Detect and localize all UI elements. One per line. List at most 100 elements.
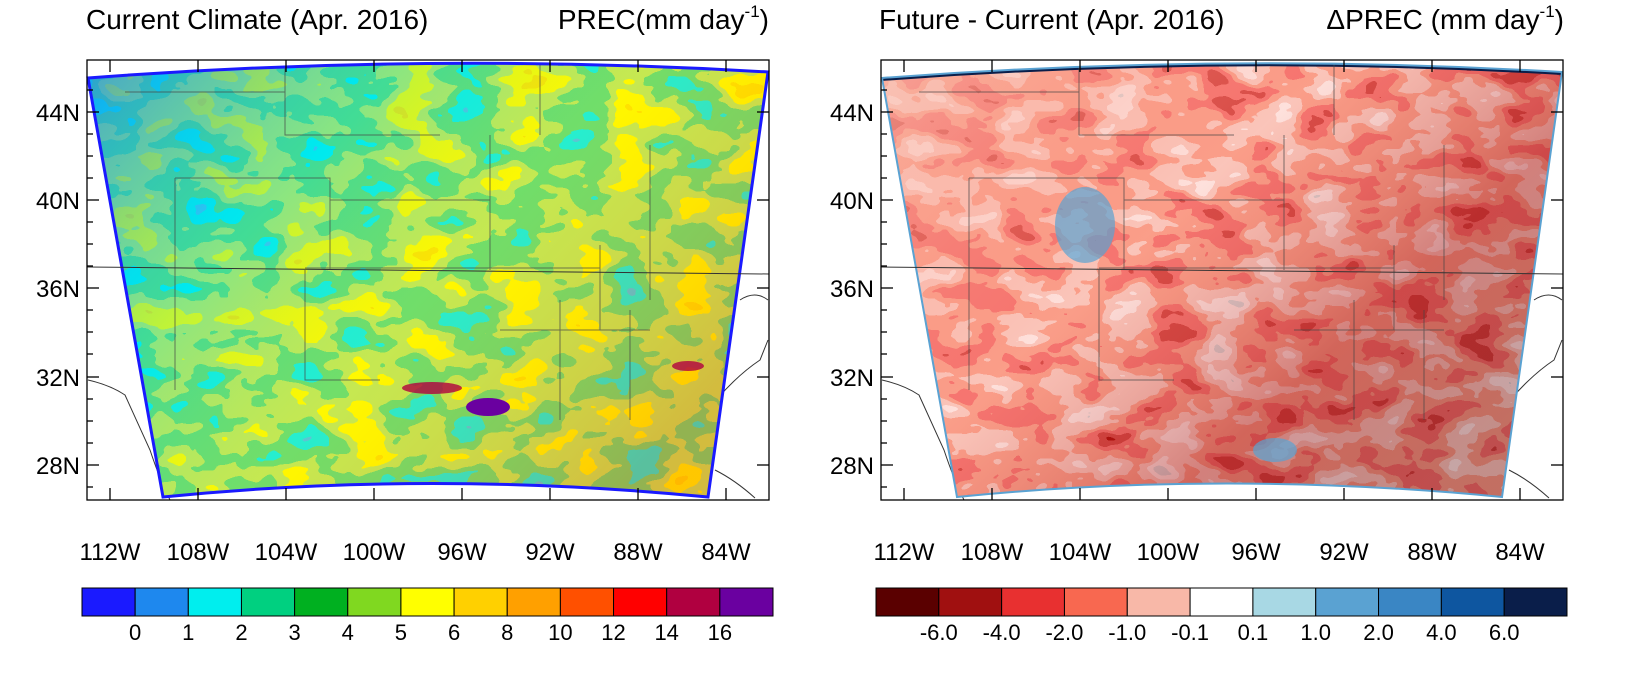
left-heavy-rain-band — [402, 382, 462, 394]
right-colorbar-box — [1440, 587, 1505, 617]
lat-label: 36N — [36, 276, 80, 303]
left-colorbar-box — [294, 587, 349, 617]
left-colorbar-box — [666, 587, 721, 617]
right-colorbar-label: -6.0 — [920, 620, 958, 645]
right-domain-outline — [880, 62, 1564, 499]
right-variable-title: ΔPREC (mm day-1) — [1326, 2, 1564, 35]
lat-label: 44N — [830, 100, 874, 127]
right-lat-line — [880, 266, 1564, 275]
left-colorbar-label: 16 — [708, 620, 732, 645]
panel-future-minus-current: Future - Current (Apr. 2016) ΔPREC (mm d… — [830, 2, 1568, 645]
left-colorbar-label: 12 — [601, 620, 625, 645]
left-colorbar-box — [400, 587, 455, 617]
left-colorbar: 0 1 2 3 4 5 6 8 10 12 14 16 — [81, 587, 774, 645]
right-colorbar-box — [938, 587, 1003, 617]
left-variable-title: PREC(mm day-1) — [558, 2, 769, 35]
left-colorbar-label: 5 — [395, 620, 407, 645]
lat-label: 44N — [36, 100, 80, 127]
right-colorbar-box — [875, 587, 940, 617]
lon-label: 92W — [1319, 539, 1369, 566]
right-colorbar-label: -0.1 — [1171, 620, 1209, 645]
left-domain-outline — [86, 61, 770, 499]
lat-label: 40N — [36, 188, 80, 215]
right-colorbar-box — [1378, 587, 1442, 617]
left-map — [86, 59, 770, 501]
lat-label: 28N — [830, 453, 874, 480]
lon-label: 108W — [961, 539, 1024, 566]
left-colorbar-box — [506, 587, 561, 617]
lat-label: 28N — [36, 453, 80, 480]
right-wet-anomaly — [1055, 187, 1115, 263]
lon-label: 96W — [437, 539, 487, 566]
left-colorbar-label: 6 — [448, 620, 460, 645]
right-colorbar-box — [1252, 587, 1317, 617]
left-colorbar-box — [347, 587, 402, 617]
right-colorbar-box — [1189, 587, 1254, 617]
right-colorbar-label: -4.0 — [983, 620, 1021, 645]
right-colorbar-label: 6.0 — [1489, 620, 1520, 645]
lat-label: 32N — [830, 365, 874, 392]
left-colorbar-label: 4 — [342, 620, 354, 645]
right-state-borders — [919, 63, 1445, 420]
left-colorbar-box — [559, 587, 615, 617]
right-axes — [881, 60, 1563, 500]
right-colorbar-label: -2.0 — [1045, 620, 1083, 645]
lon-label: 96W — [1231, 539, 1281, 566]
left-title: Current Climate (Apr. 2016) — [86, 4, 428, 35]
left-colorbar-label: 14 — [654, 620, 678, 645]
left-colorbar-box — [240, 587, 296, 617]
right-map — [880, 59, 1564, 501]
left-colorbar-box — [613, 587, 668, 617]
lon-label: 84W — [1495, 539, 1545, 566]
lon-label: 104W — [255, 539, 318, 566]
left-lat-labels: 44N 40N 36N 32N 28N — [36, 100, 80, 480]
left-colorbar-label: 0 — [129, 620, 141, 645]
lon-label: 92W — [525, 539, 575, 566]
left-colorbar-label: 2 — [235, 620, 247, 645]
right-colorbar-label: 0.1 — [1238, 620, 1269, 645]
left-heavy-rain-east — [672, 361, 704, 371]
right-delta-gradient — [882, 63, 1562, 497]
lat-label: 32N — [36, 365, 80, 392]
right-coastline — [881, 294, 1563, 501]
left-colorbar-label: 3 — [288, 620, 300, 645]
left-colorbar-box — [453, 587, 508, 617]
lon-label: 100W — [343, 539, 406, 566]
right-colorbar-box — [1503, 587, 1568, 617]
left-colorbar-label: 8 — [501, 620, 513, 645]
left-colorbar-box — [134, 587, 189, 617]
lat-label: 36N — [830, 276, 874, 303]
lon-label: 88W — [613, 539, 663, 566]
lon-label: 100W — [1137, 539, 1200, 566]
left-coastline — [87, 294, 769, 501]
left-lon-labels: 112W 108W 104W 100W 96W 92W 88W 84W — [80, 539, 751, 566]
lon-label: 88W — [1407, 539, 1457, 566]
left-heavy-rain-core — [466, 398, 510, 416]
right-colorbar: -6.0 -4.0 -2.0 -1.0 -0.1 0.1 1.0 2.0 4.0 6.0 — [875, 587, 1568, 645]
left-axes — [87, 60, 769, 500]
left-map-frame — [86, 59, 770, 501]
right-title: Future - Current (Apr. 2016) — [879, 4, 1224, 35]
right-lon-labels: 112W 108W 104W 100W 96W 92W 88W 84W — [874, 539, 1545, 566]
right-colorbar-label: -1.0 — [1108, 620, 1146, 645]
panel-current-climate: Current Climate (Apr. 2016) PREC(mm day-… — [36, 2, 774, 645]
right-colorbar-label: 2.0 — [1363, 620, 1394, 645]
right-colorbar-label: 4.0 — [1426, 620, 1457, 645]
right-colorbar-box — [1126, 587, 1191, 617]
left-precip-gradient — [88, 63, 768, 497]
right-colorbar-box — [1001, 587, 1065, 617]
right-lat-labels: 44N 40N 36N 32N 28N — [830, 100, 874, 480]
left-colorbar-box — [719, 587, 774, 617]
right-colorbar-label: 1.0 — [1300, 620, 1331, 645]
lon-label: 104W — [1049, 539, 1112, 566]
lon-label: 112W — [80, 539, 141, 566]
left-lat-line — [86, 266, 770, 275]
right-map-frame — [880, 59, 1564, 501]
left-colorbar-label: 10 — [548, 620, 572, 645]
right-wet-anomaly-south — [1253, 438, 1297, 462]
lon-label: 112W — [874, 539, 935, 566]
left-colorbar-box — [187, 587, 242, 617]
right-colorbar-box — [1063, 587, 1128, 617]
lat-label: 40N — [830, 188, 874, 215]
